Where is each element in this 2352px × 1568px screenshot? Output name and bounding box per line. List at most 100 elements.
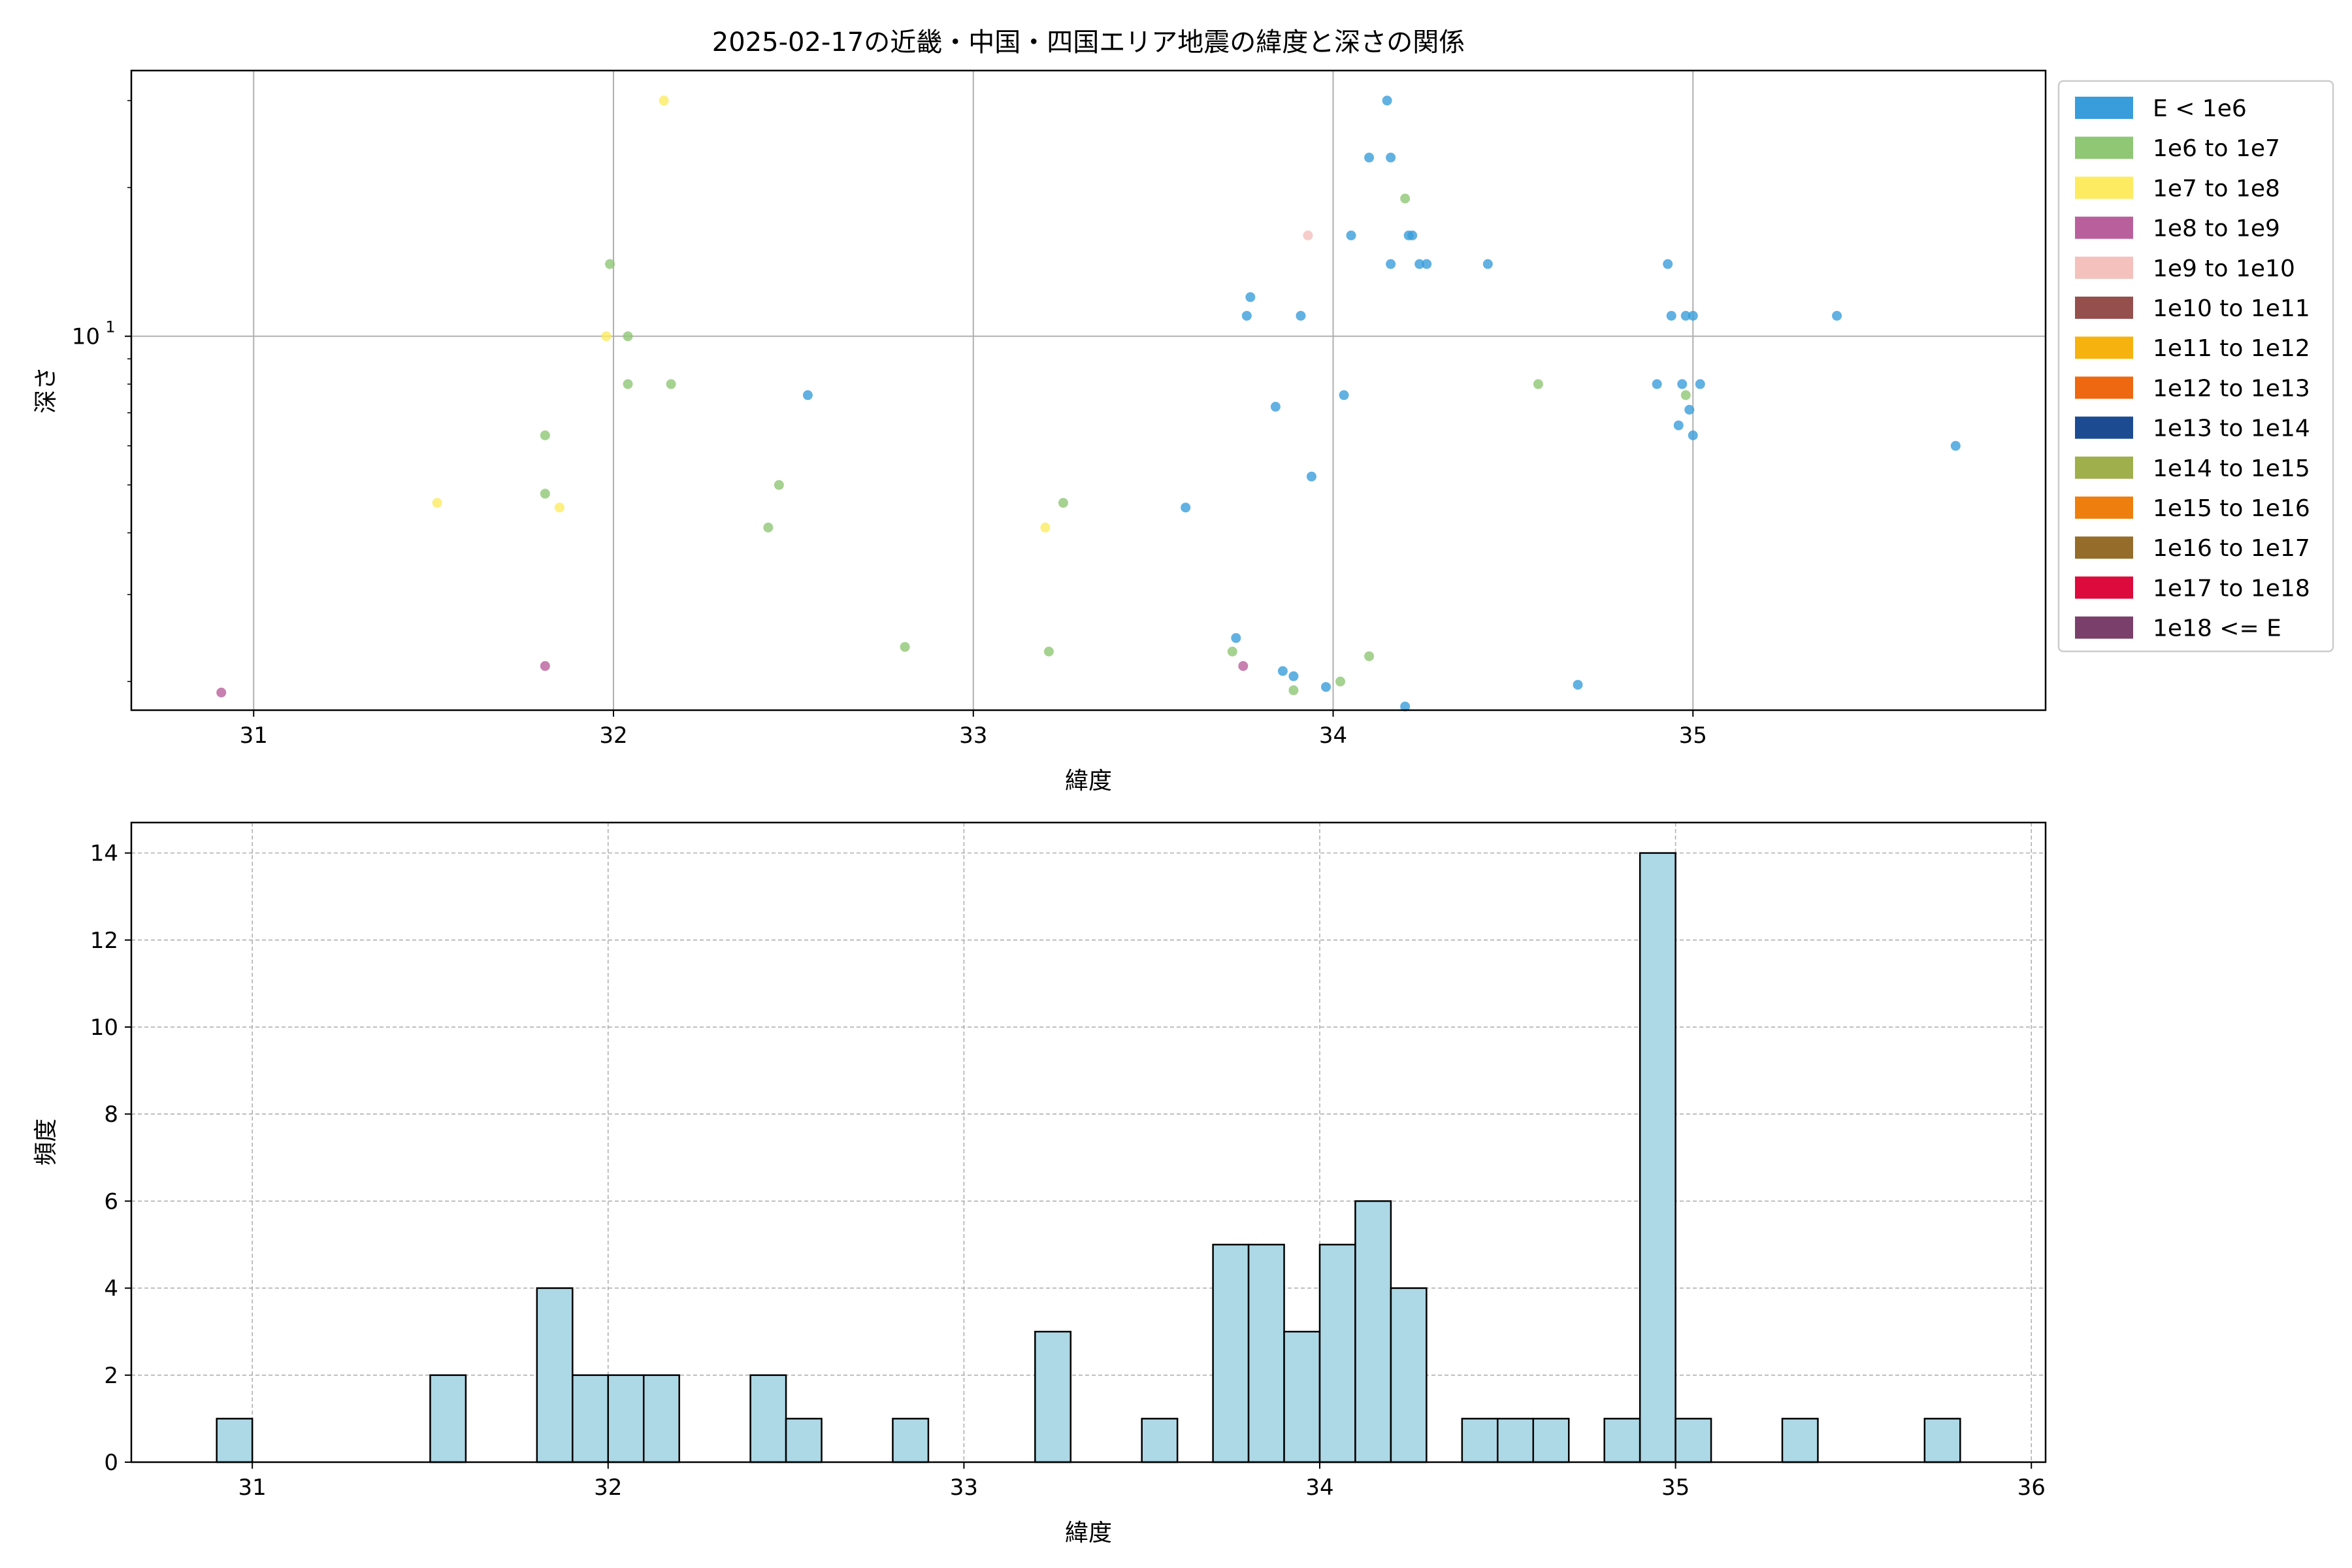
scatter-point <box>1680 310 1691 321</box>
histogram-plot-frame <box>130 821 2047 1463</box>
histogram-bar <box>1461 1418 1499 1463</box>
scatter-point <box>1043 646 1054 657</box>
scatter-point <box>1364 651 1375 661</box>
legend-label: 1e11 to 1e12 <box>2153 335 2310 362</box>
scatter-point <box>1695 379 1705 389</box>
scatter-point <box>1684 404 1695 415</box>
histogram-x-tick-label: 36 <box>2017 1475 2046 1501</box>
scatter-point <box>1231 633 1241 644</box>
scatter-point <box>659 95 669 106</box>
legend-label: 1e13 to 1e14 <box>2153 416 2310 442</box>
legend-label: 1e8 to 1e9 <box>2153 216 2280 242</box>
scatter-x-tick-label: 32 <box>599 723 627 749</box>
legend-swatch <box>2075 456 2133 479</box>
scatter-point <box>1227 646 1237 657</box>
legend-label: 1e16 to 1e17 <box>2153 535 2310 562</box>
histogram-bar <box>1923 1418 1961 1463</box>
scatter-point <box>1346 230 1356 240</box>
legend-label: 1e14 to 1e15 <box>2153 455 2310 482</box>
scatter-point <box>623 331 633 342</box>
legend-label: 1e10 to 1e11 <box>2153 295 2310 322</box>
histogram-bar <box>216 1418 253 1463</box>
legend-swatch <box>2075 297 2133 319</box>
scatter-point <box>1400 701 1411 711</box>
scatter-y-tick-label: 10 <box>72 324 100 350</box>
legend-swatch <box>2075 416 2133 439</box>
histogram-x-tick-label: 34 <box>1305 1475 1333 1501</box>
histogram-bar <box>785 1418 823 1463</box>
histogram-bar <box>1034 1330 1072 1463</box>
scatter-points <box>216 95 1961 711</box>
histogram-chart: 31 32 33 34 35 36 0 2 4 6 8 10 12 14 緯度 頻度 <box>33 821 2047 1546</box>
histogram-x-tick-label: 35 <box>1661 1475 1690 1501</box>
scatter-point <box>1407 230 1418 240</box>
histogram-x-tick-label: 32 <box>594 1475 622 1501</box>
legend-label: 1e9 to 1e10 <box>2153 255 2295 282</box>
histogram-bar <box>892 1418 930 1463</box>
histogram-y-ticks: 0 2 4 6 8 10 12 14 <box>90 841 131 1476</box>
histogram-bars <box>216 852 1961 1463</box>
scatter-point <box>1533 379 1543 389</box>
legend-swatch <box>2075 256 2133 279</box>
scatter-point <box>1364 152 1375 163</box>
histogram-bar <box>1141 1418 1179 1463</box>
scatter-point <box>1181 502 1191 513</box>
scatter-point <box>1277 666 1288 676</box>
legend-swatch <box>2075 376 2133 399</box>
histogram-bar <box>642 1374 680 1463</box>
histogram-y-tick-label: 8 <box>104 1102 118 1128</box>
histogram-gridlines <box>131 823 2046 1463</box>
legend-swatch <box>2075 97 2133 119</box>
scatter-point <box>1688 430 1698 440</box>
legend-label: 1e15 to 1e16 <box>2153 495 2310 522</box>
legend-swatch <box>2075 497 2133 519</box>
scatter-point <box>432 498 442 508</box>
histogram-bar <box>572 1374 610 1463</box>
scatter-x-tick-label: 35 <box>1679 723 1707 749</box>
legend-label: 1e17 to 1e18 <box>2153 575 2310 602</box>
scatter-gridlines <box>131 71 2046 710</box>
scatter-point <box>774 480 784 490</box>
scatter-point <box>1296 310 1306 321</box>
histogram-bar <box>1212 1243 1250 1463</box>
legend: E < 1e6 1e6 to 1e7 1e7 to 1e8 1e8 to 1e9 1e9… <box>2057 80 2334 653</box>
scatter-point <box>1382 95 1392 106</box>
legend-label: 1e7 to 1e8 <box>2153 175 2280 202</box>
histogram-bar <box>1354 1200 1392 1463</box>
scatter-point <box>1666 310 1676 321</box>
legend-swatch <box>2075 176 2133 199</box>
scatter-point <box>1320 681 1331 692</box>
scatter-x-axis-label: 緯度 <box>1065 768 1112 794</box>
scatter-point <box>1288 685 1299 696</box>
legend-label: 1e12 to 1e13 <box>2153 375 2310 402</box>
scatter-point <box>1306 471 1316 482</box>
scatter-point <box>1303 230 1313 240</box>
scatter-point <box>1680 390 1691 400</box>
scatter-point <box>216 687 227 698</box>
histogram-y-tick-label: 2 <box>104 1363 118 1389</box>
scatter-point <box>1238 661 1249 671</box>
legend-swatch <box>2075 137 2133 159</box>
scatter-point <box>1832 310 1842 321</box>
scatter-point <box>1688 310 1698 321</box>
scatter-point <box>900 642 910 652</box>
scatter-x-ticks: 31 32 33 34 35 <box>240 710 1707 749</box>
scatter-point <box>1386 152 1396 163</box>
scatter-plot-frame <box>130 69 2047 711</box>
histogram-y-tick-label: 12 <box>90 928 118 954</box>
scatter-point <box>802 390 813 400</box>
scatter-point <box>1673 420 1684 431</box>
scatter-point <box>605 259 615 269</box>
histogram-bar <box>607 1374 645 1463</box>
legend-swatch <box>2075 536 2133 559</box>
histogram-bar <box>429 1374 467 1463</box>
scatter-point <box>1058 498 1068 508</box>
legend-swatch <box>2075 576 2133 599</box>
scatter-point <box>1422 259 1432 269</box>
scatter-point <box>540 661 550 671</box>
histogram-bar <box>1639 852 1676 1463</box>
scatter-point <box>1652 379 1662 389</box>
histogram-bar <box>1390 1287 1428 1463</box>
scatter-point <box>1400 193 1411 204</box>
